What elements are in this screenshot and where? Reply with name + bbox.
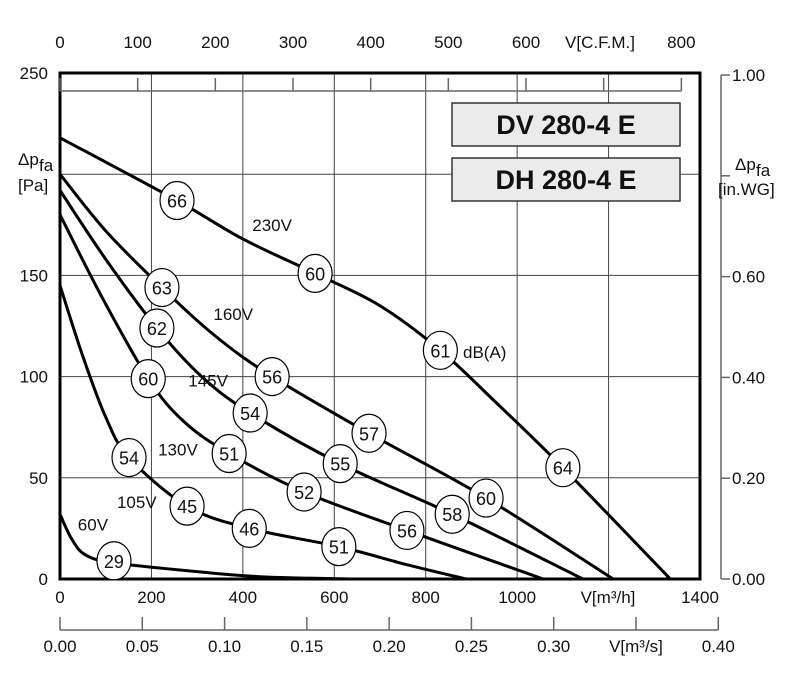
- noise-value: 45: [177, 497, 197, 517]
- x-tick-label: 0: [55, 588, 64, 607]
- plot-frame: [58, 71, 702, 581]
- noise-marker: [468, 478, 504, 518]
- noise-marker: [96, 541, 132, 581]
- noise-value: 64: [553, 459, 573, 479]
- noise-marker: [297, 253, 333, 293]
- top-axis-label: V[C.F.M.]: [565, 33, 635, 52]
- bottom-tick-label: 0.30: [537, 637, 570, 656]
- noise-value: 60: [138, 370, 158, 390]
- right-tick-label: 0.40: [732, 368, 765, 387]
- noise-value: 60: [476, 489, 496, 509]
- noise-unit-label: dB(A): [463, 343, 506, 362]
- right-tick-label: 0.00: [732, 570, 765, 589]
- noise-value: 46: [239, 519, 259, 539]
- y-tick-label: 50: [29, 469, 48, 488]
- bottom-axis-label: V[m³/s]: [609, 637, 663, 656]
- top-tick-label: 100: [123, 33, 151, 52]
- voltage-label: 60V: [78, 515, 109, 534]
- x-tick-label: 600: [320, 588, 348, 607]
- top-tick-label: 800: [667, 33, 695, 52]
- y-tick-label: 100: [20, 368, 48, 387]
- top-tick-label: 600: [512, 33, 540, 52]
- noise-value: 62: [147, 319, 167, 339]
- noise-marker: [434, 494, 470, 534]
- bottom-tick-label: 0.15: [290, 637, 323, 656]
- right-tick-label: 0.60: [732, 268, 765, 287]
- bottom-tick-label: 0.25: [455, 637, 488, 656]
- noise-value: 52: [294, 483, 314, 503]
- noise-marker: [159, 180, 195, 221]
- noise-value: 51: [329, 538, 349, 558]
- noise-marker: [231, 508, 267, 549]
- noise-marker: [545, 448, 581, 488]
- noise-value: 51: [219, 445, 239, 465]
- voltage-label: 160V: [213, 305, 253, 324]
- noise-value: 60: [305, 264, 325, 284]
- y-axis-label-sub: fa: [39, 156, 54, 175]
- voltage-label: 130V: [158, 440, 198, 459]
- bottom-tick-label: 0.40: [702, 637, 735, 656]
- noise-marker: [286, 472, 322, 512]
- top-tick-label: 200: [201, 33, 229, 52]
- noise-marker: [351, 413, 387, 453]
- y-axis-label-left: Δp: [18, 150, 39, 169]
- noise-value: 29: [104, 552, 124, 572]
- noise-value: 56: [262, 368, 282, 388]
- x-axis-label: V[m³/h]: [581, 588, 636, 607]
- y-tick-label: 150: [20, 266, 48, 285]
- noise-marker: [211, 433, 247, 474]
- voltage-label: 105V: [117, 493, 157, 512]
- y-tick-label: 0: [39, 570, 48, 589]
- noise-value: 56: [397, 521, 417, 541]
- bottom-tick-label: 0.00: [43, 637, 76, 656]
- noise-marker: [321, 527, 357, 567]
- model-box: [451, 157, 681, 202]
- noise-value: 58: [442, 505, 462, 525]
- x-tick-label: 1400: [681, 588, 719, 607]
- right-tick-label: 1.00: [732, 66, 765, 85]
- noise-marker: [232, 393, 268, 433]
- noise-marker: [322, 444, 358, 484]
- noise-marker: [422, 330, 458, 370]
- y-axis-label-right-sub: fa: [756, 161, 771, 180]
- top-tick-label: 0: [55, 33, 64, 52]
- bottom-tick-label: 0.05: [126, 637, 159, 656]
- x-tick-label: 200: [137, 588, 165, 607]
- y-axis-unit-right: [in.WG]: [718, 180, 775, 199]
- model-label: DH 280-4 E: [495, 165, 636, 195]
- noise-value: 63: [152, 279, 172, 299]
- bottom-tick-label: 0.10: [208, 637, 241, 656]
- right-tick-label: 0.20: [732, 469, 765, 488]
- voltage-label: 145V: [188, 372, 228, 391]
- top-tick-label: 400: [356, 33, 384, 52]
- top-tick-label: 500: [434, 33, 462, 52]
- bottom-tick-label: 0.20: [373, 637, 406, 656]
- noise-marker: [254, 357, 290, 397]
- y-axis-unit-left: [Pa]: [18, 176, 48, 195]
- model-box: [451, 102, 681, 147]
- x-tick-label: 400: [229, 588, 257, 607]
- top-tick-label: 300: [279, 33, 307, 52]
- y-tick-label: 250: [20, 64, 48, 83]
- x-tick-label: 800: [412, 588, 440, 607]
- noise-value: 55: [330, 455, 350, 475]
- x-tick-label: 1000: [498, 588, 536, 607]
- noise-marker: [389, 510, 425, 551]
- noise-value: 66: [167, 192, 187, 212]
- noise-value: 54: [119, 449, 139, 469]
- noise-marker: [111, 437, 147, 478]
- noise-marker: [144, 267, 180, 308]
- noise-value: 54: [240, 404, 260, 424]
- model-label: DV 280-4 E: [496, 110, 636, 140]
- noise-marker: [169, 486, 205, 526]
- noise-value: 57: [359, 424, 379, 444]
- y-axis-label-right: Δp: [735, 155, 756, 174]
- noise-marker: [130, 359, 166, 399]
- noise-value: 61: [430, 341, 450, 361]
- voltage-label: 230V: [252, 216, 292, 235]
- noise-marker: [139, 308, 175, 348]
